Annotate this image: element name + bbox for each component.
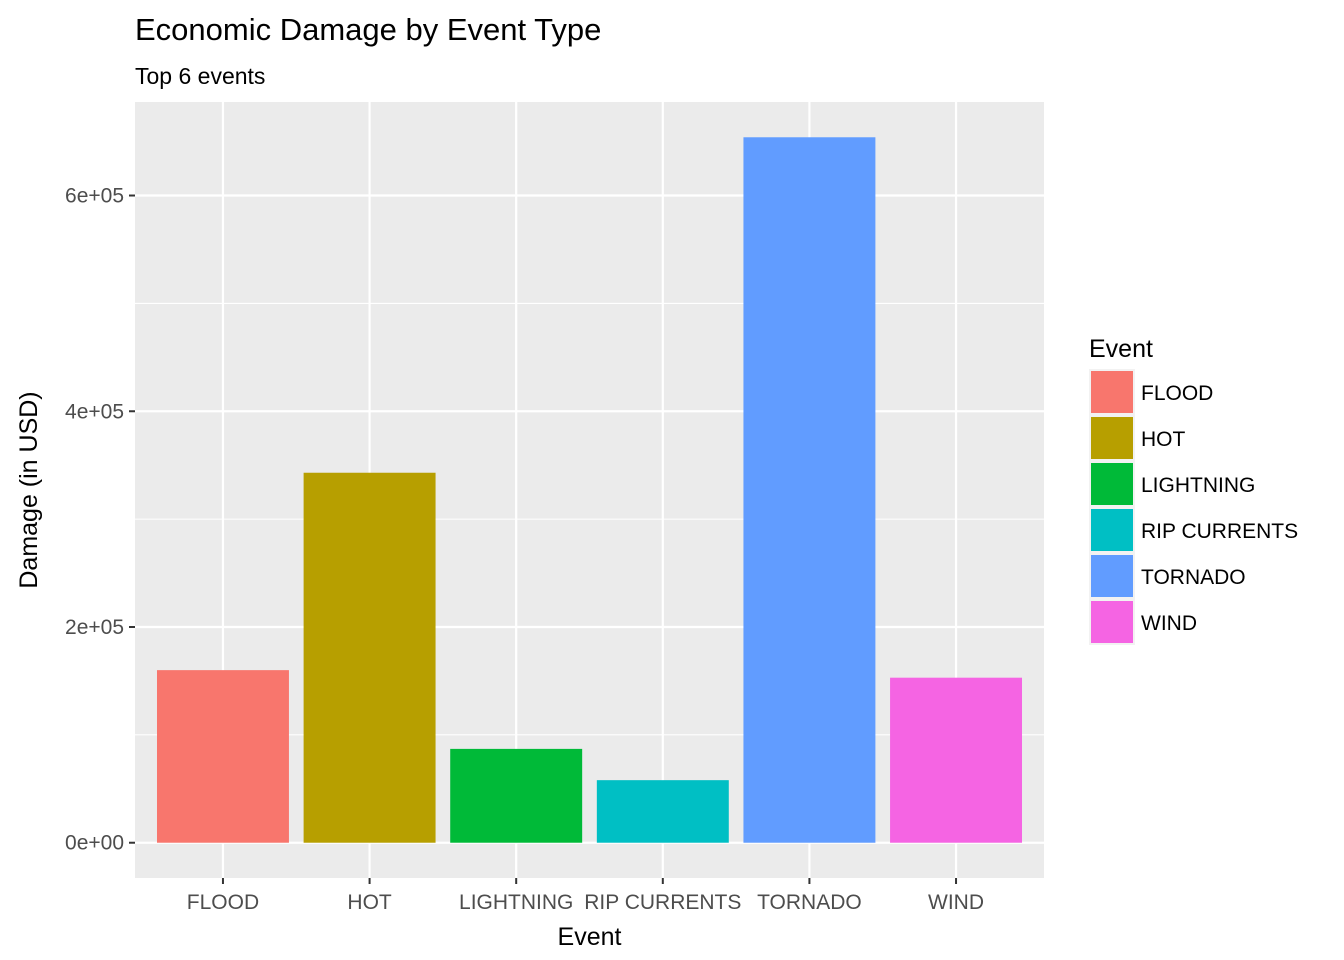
x-tick-label: TORNADO — [757, 891, 862, 914]
chart-subtitle: Top 6 events — [135, 63, 265, 89]
legend-label: HOT — [1141, 428, 1186, 451]
legend-swatch — [1091, 509, 1133, 551]
legend: Event FLOOD HOT LIGHTNING RIP CURRENTS TORNA… — [1089, 335, 1298, 645]
bar-tornado — [743, 137, 876, 843]
x-tick-label: WIND — [928, 891, 984, 914]
x-axis-ticks: FLOOD HOT LIGHTNING RIP CURRENTS TORNADO WIND — [187, 878, 984, 914]
legend-title: Event — [1089, 335, 1153, 363]
x-tick-label: LIGHTNING — [459, 891, 573, 914]
y-tick-label: 0e+00 — [65, 832, 124, 855]
legend-swatch — [1091, 417, 1133, 459]
bars — [156, 137, 1023, 843]
y-tick-label: 2e+05 — [65, 616, 124, 639]
y-tick-label: 4e+05 — [65, 400, 124, 423]
bar-flood — [156, 670, 289, 843]
legend-swatch — [1091, 601, 1133, 643]
legend-swatch — [1091, 463, 1133, 505]
chart-title: Economic Damage by Event Type — [135, 12, 601, 47]
bar-lightning — [450, 748, 583, 843]
bar-hot — [303, 472, 436, 843]
x-tick-label: HOT — [347, 891, 392, 914]
legend-label: LIGHTNING — [1141, 474, 1255, 497]
x-axis-title: Event — [558, 923, 622, 951]
y-axis-ticks: 0e+00 2e+05 4e+05 6e+05 — [65, 185, 135, 855]
legend-label: RIP CURRENTS — [1141, 520, 1298, 543]
bar-wind — [890, 677, 1023, 843]
y-axis-title: Damage (in USD) — [15, 391, 43, 588]
legend-label: TORNADO — [1141, 566, 1246, 589]
bar-rip-currents — [596, 780, 729, 843]
x-tick-label: RIP CURRENTS — [584, 891, 741, 914]
y-tick-label: 6e+05 — [65, 185, 124, 208]
major-gridlines — [135, 102, 1044, 878]
legend-label: FLOOD — [1141, 382, 1213, 405]
legend-items: FLOOD HOT LIGHTNING RIP CURRENTS TORNADO WIND — [1089, 369, 1298, 645]
legend-swatch — [1091, 555, 1133, 597]
legend-label: WIND — [1141, 612, 1197, 635]
legend-swatch — [1091, 371, 1133, 413]
x-tick-label: FLOOD — [187, 891, 259, 914]
